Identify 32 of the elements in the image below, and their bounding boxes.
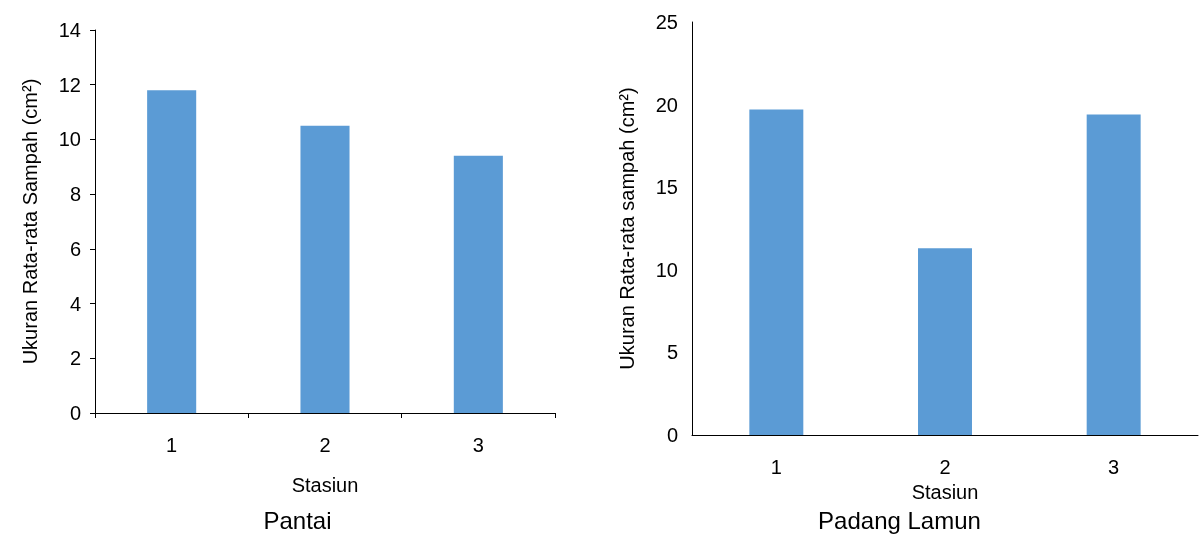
y-tick-label: 8 [69,183,81,206]
bar [1086,114,1141,435]
bar [918,248,972,435]
bar [300,125,350,413]
text: Padang Lamun [818,506,981,534]
x-axis-title: Stasiun [291,474,359,496]
y-axis-title: Ukuran Rata-rata Sampah (cm²) [19,78,41,365]
y-tick-label: 5 [666,341,678,364]
bar [749,109,804,435]
bar [453,155,503,413]
x-tick-label: 1 [166,434,178,456]
x-tick-label: 2 [939,456,951,478]
y-tick-label: 25 [655,11,678,33]
y-tick-label: 4 [69,292,81,315]
y-tick-label: 20 [655,93,678,116]
y-axis-title: Ukuran Rata-rata sampah (cm²) [616,87,638,370]
x-tick-label: 2 [319,434,331,456]
y-tick-label: 0 [69,402,81,424]
text: Pantai [263,506,332,534]
y-tick-label: 0 [666,424,678,446]
x-tick-label: 3 [1108,456,1120,478]
x-tick-label: 3 [472,434,484,456]
x-tick-label: 1 [770,456,782,478]
y-tick-label: 15 [655,176,678,199]
y-tick-label: 6 [69,237,81,260]
y-tick-label: 10 [655,258,678,281]
y-tick-label: 12 [58,73,81,96]
x-axis-title: Stasiun [911,480,979,503]
y-tick-label: 2 [69,347,81,370]
y-tick-label: 10 [58,128,81,151]
y-tick-label: 14 [58,19,81,41]
bar [147,90,197,413]
